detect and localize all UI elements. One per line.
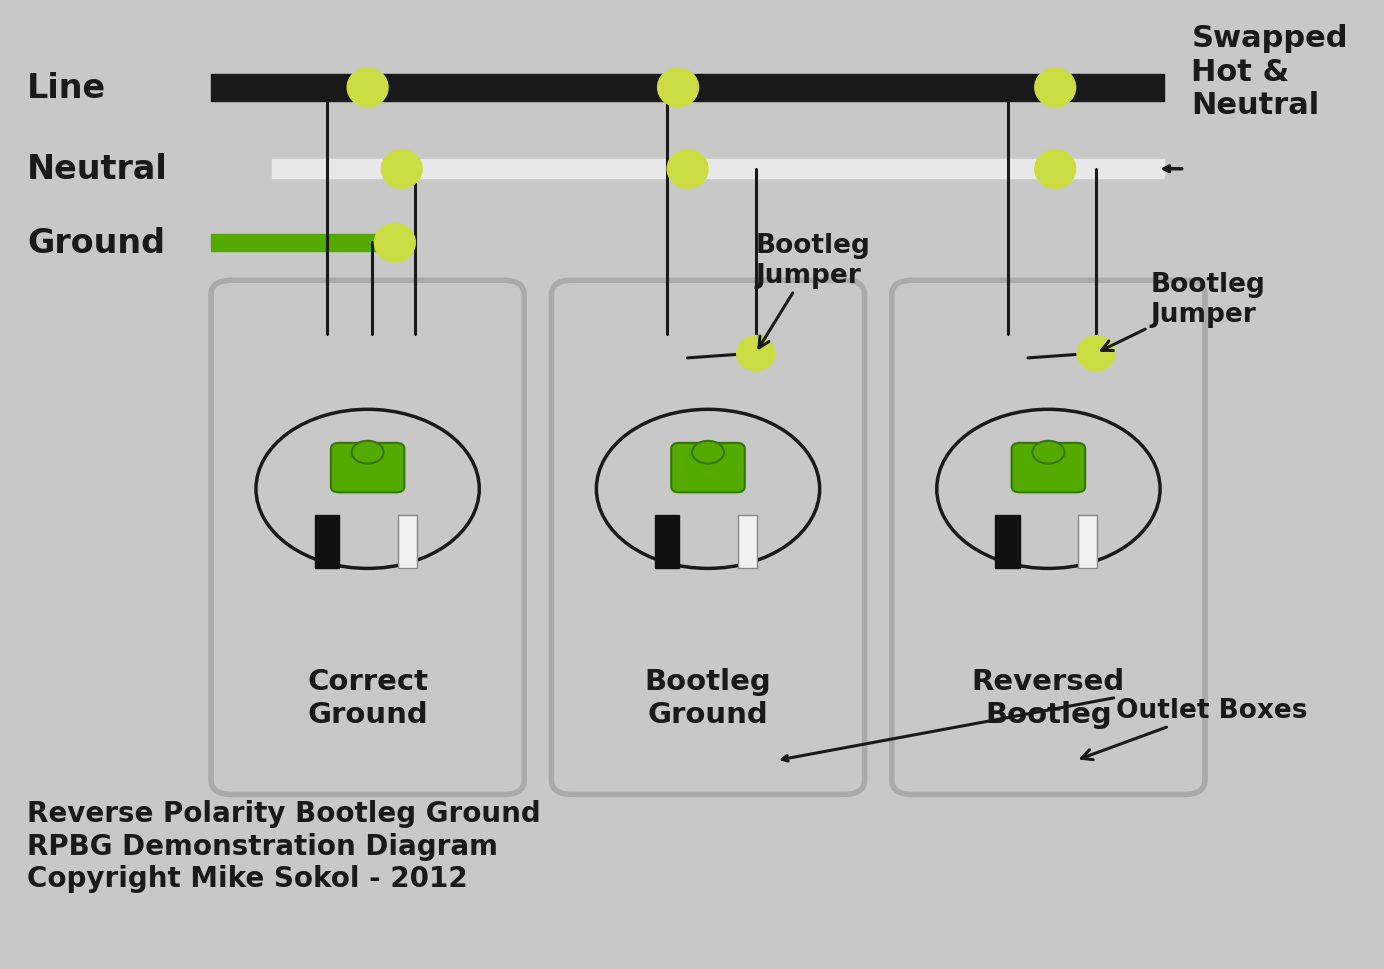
Text: Outlet Boxes: Outlet Boxes bbox=[1081, 698, 1308, 760]
Text: Reversed
Bootleg: Reversed Bootleg bbox=[972, 668, 1125, 728]
Ellipse shape bbox=[657, 69, 699, 108]
Bar bbox=[397, 516, 417, 569]
Ellipse shape bbox=[1035, 150, 1075, 189]
Text: Bootleg
Jumper: Bootleg Jumper bbox=[756, 233, 871, 349]
Text: Line: Line bbox=[28, 72, 107, 105]
Bar bbox=[995, 516, 1020, 569]
Text: Reverse Polarity Bootleg Ground
RPBG Demonstration Diagram
Copyright Mike Sokol : Reverse Polarity Bootleg Ground RPBG Dem… bbox=[28, 799, 541, 892]
Bar bbox=[273, 160, 1164, 179]
Ellipse shape bbox=[667, 150, 709, 189]
Text: Swapped
Hot &
Neutral: Swapped Hot & Neutral bbox=[1192, 24, 1348, 120]
Ellipse shape bbox=[375, 224, 415, 263]
Ellipse shape bbox=[381, 150, 422, 189]
FancyBboxPatch shape bbox=[331, 444, 404, 493]
Ellipse shape bbox=[347, 69, 388, 108]
Bar bbox=[210, 234, 401, 252]
Text: Correct
Ground: Correct Ground bbox=[307, 668, 428, 728]
FancyBboxPatch shape bbox=[210, 281, 525, 795]
Circle shape bbox=[692, 441, 724, 464]
Circle shape bbox=[352, 441, 383, 464]
Bar bbox=[210, 75, 1164, 102]
Bar bbox=[655, 516, 680, 569]
Circle shape bbox=[1032, 441, 1064, 464]
Ellipse shape bbox=[1077, 336, 1116, 371]
FancyBboxPatch shape bbox=[671, 444, 745, 493]
Bar bbox=[314, 516, 339, 569]
Text: Neutral: Neutral bbox=[28, 153, 167, 186]
Text: Ground: Ground bbox=[28, 227, 165, 260]
Bar bbox=[738, 516, 757, 569]
Text: Bootleg
Ground: Bootleg Ground bbox=[645, 668, 771, 728]
Bar bbox=[1078, 516, 1098, 569]
Ellipse shape bbox=[1035, 69, 1075, 108]
Ellipse shape bbox=[736, 336, 775, 371]
FancyBboxPatch shape bbox=[891, 281, 1205, 795]
FancyBboxPatch shape bbox=[551, 281, 865, 795]
FancyBboxPatch shape bbox=[1012, 444, 1085, 493]
Text: Bootleg
Jumper: Bootleg Jumper bbox=[1102, 271, 1265, 351]
